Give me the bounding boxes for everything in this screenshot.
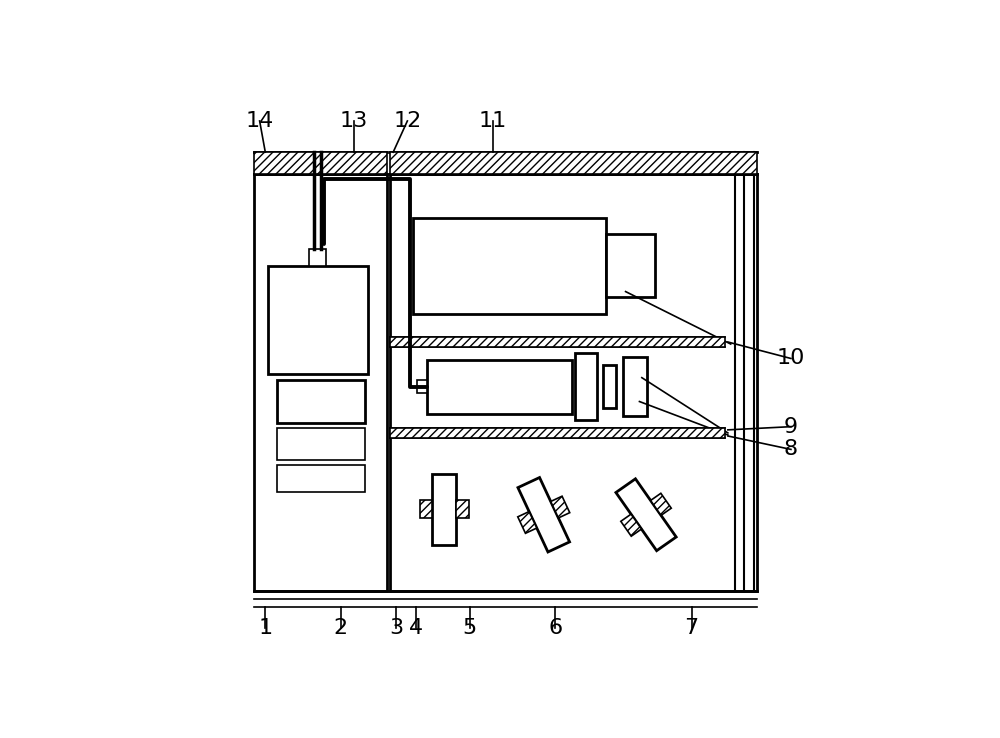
Polygon shape xyxy=(432,474,456,545)
Polygon shape xyxy=(518,511,537,534)
Bar xyxy=(390,152,757,173)
Bar xyxy=(606,235,655,297)
Text: 5: 5 xyxy=(463,618,477,638)
Text: 13: 13 xyxy=(340,111,368,131)
Text: 7: 7 xyxy=(684,618,699,638)
Bar xyxy=(309,249,326,266)
Polygon shape xyxy=(621,514,641,537)
Text: 1: 1 xyxy=(258,618,272,638)
Bar xyxy=(390,173,757,591)
Bar xyxy=(413,218,606,314)
Bar xyxy=(268,266,368,374)
Polygon shape xyxy=(551,496,570,518)
Bar xyxy=(277,380,365,423)
Text: 8: 8 xyxy=(784,439,798,460)
Bar xyxy=(390,337,725,347)
Text: 4: 4 xyxy=(409,618,423,638)
Text: 11: 11 xyxy=(478,111,507,131)
Bar xyxy=(254,152,387,173)
Polygon shape xyxy=(518,477,570,552)
Bar xyxy=(575,353,597,421)
Text: 10: 10 xyxy=(777,348,805,368)
Text: 2: 2 xyxy=(334,618,348,638)
Polygon shape xyxy=(456,500,469,518)
Text: 3: 3 xyxy=(389,618,403,638)
Text: 9: 9 xyxy=(784,417,798,437)
Bar xyxy=(390,428,725,438)
Text: 6: 6 xyxy=(548,618,562,638)
Bar xyxy=(254,173,387,591)
Bar xyxy=(417,380,427,393)
Text: 12: 12 xyxy=(393,111,421,131)
Bar xyxy=(603,365,616,408)
Polygon shape xyxy=(616,479,676,551)
Polygon shape xyxy=(420,500,432,518)
Text: 14: 14 xyxy=(245,111,274,131)
Bar xyxy=(277,428,365,460)
Polygon shape xyxy=(651,493,671,515)
Bar xyxy=(427,359,572,413)
Bar xyxy=(277,465,365,492)
Bar xyxy=(623,356,647,416)
